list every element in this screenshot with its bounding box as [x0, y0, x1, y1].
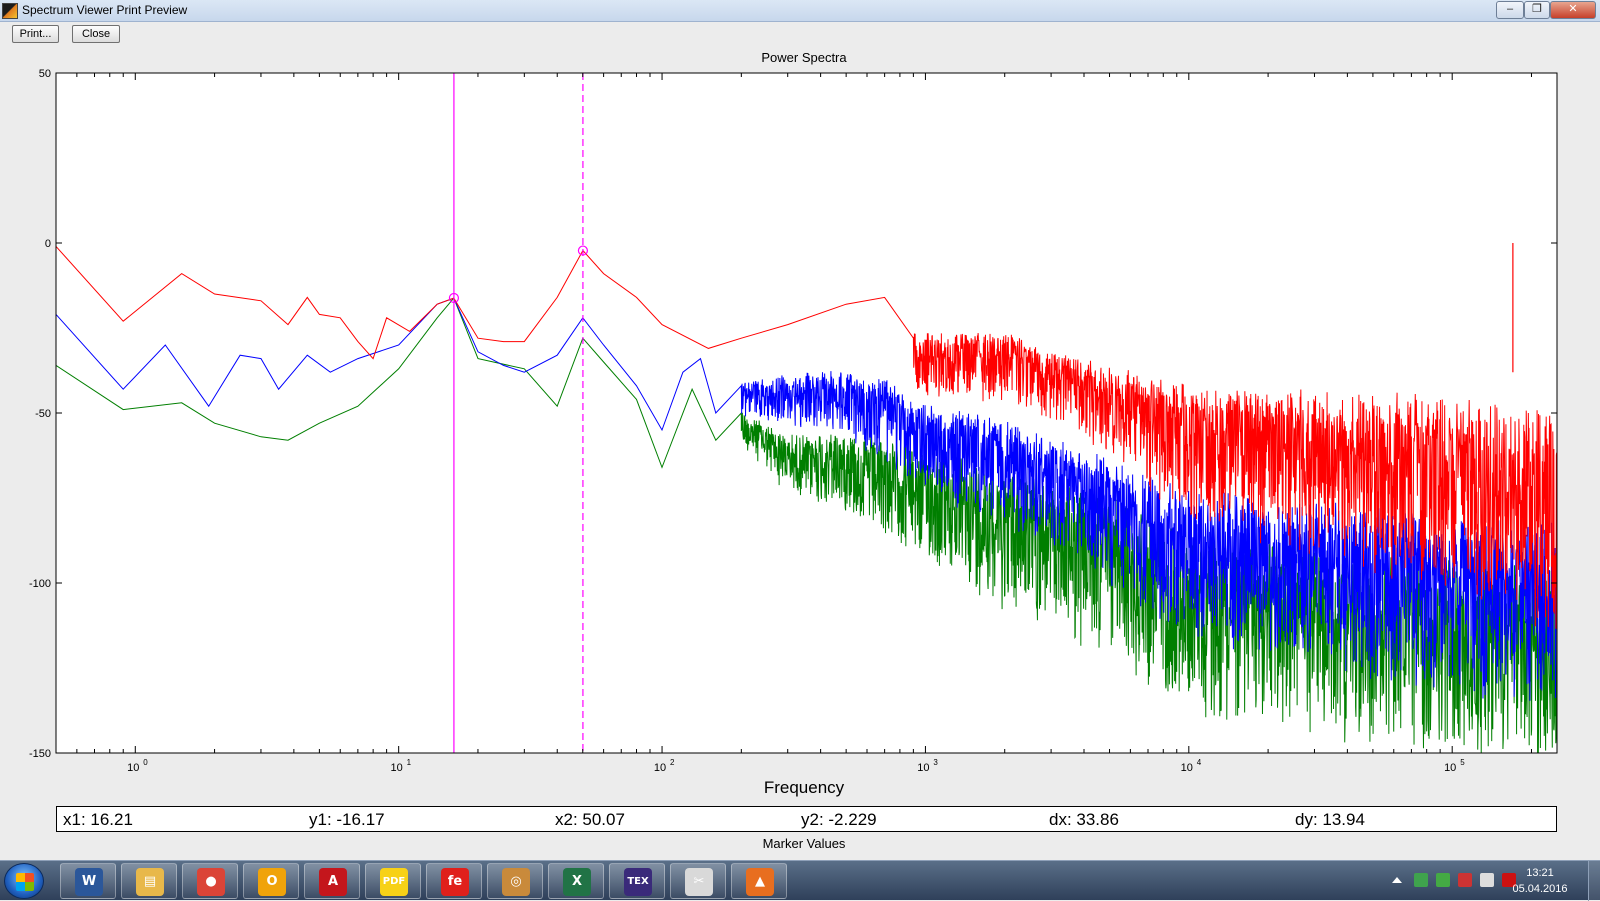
marker-point-1[interactable] — [448, 292, 460, 304]
x-tick-exponent: 4 — [1197, 758, 1202, 767]
tex-icon: TEX — [624, 868, 652, 896]
marker-values-panel: x1: 16.21 y1: -16.17 x2: 50.07 y2: -2.22… — [56, 806, 1557, 832]
clock-time: 13:21 — [1526, 867, 1554, 879]
close-window-button[interactable]: ✕ — [1550, 1, 1596, 19]
x-tick-label: 10 — [391, 762, 403, 774]
series-line-0 — [56, 246, 1557, 629]
x-tick-label: 10 — [127, 762, 139, 774]
x-tick-label: 10 — [917, 762, 929, 774]
window-title-bar[interactable]: Spectrum Viewer Print Preview – ❐ ✕ — [0, 0, 1600, 22]
marker-dy: dy: 13.94 — [1295, 810, 1365, 829]
marker-values-title: Marker Values — [762, 836, 846, 851]
start-button[interactable] — [4, 863, 44, 899]
acrobat-icon: A — [319, 868, 347, 896]
print-button[interactable]: Print... — [12, 25, 59, 43]
x-tick-exponent: 3 — [933, 758, 938, 767]
chrome-icon: ● — [197, 868, 225, 896]
sync-icon[interactable] — [1414, 873, 1428, 887]
marker-x2: x2: 50.07 — [555, 810, 625, 829]
taskbar-matlab-button[interactable]: ▲ — [731, 863, 787, 899]
snipping-tool-icon: ✂ — [685, 868, 713, 896]
x-tick-exponent: 2 — [670, 758, 675, 767]
x-tick-label: 10 — [1444, 762, 1456, 774]
y-tick-label: -100 — [29, 578, 51, 590]
x-axis-label: Frequency — [763, 778, 845, 797]
chart-title: Power Spectra — [761, 50, 847, 65]
taskbar-word-button[interactable]: W — [60, 863, 116, 899]
battery-icon[interactable] — [1480, 873, 1494, 887]
app-globe-icon: ◎ — [502, 868, 530, 896]
network-icon[interactable] — [1436, 873, 1450, 887]
window-title: Spectrum Viewer Print Preview — [22, 3, 188, 17]
system-clock[interactable]: 13:21 05.04.2016 — [1500, 865, 1580, 897]
restore-button[interactable]: ❐ — [1524, 1, 1550, 19]
pdf-creator-icon: PDF — [380, 868, 408, 896]
x-tick-exponent: 1 — [407, 758, 412, 767]
taskbar-app-globe-button[interactable]: ◎ — [487, 863, 543, 899]
excel-icon: X — [563, 868, 591, 896]
windows-taskbar: W ▤ ● O A PDF fe ◎ X TEX ✂ ▲ 13:21 05.04.2016 — [0, 860, 1600, 901]
explorer-icon: ▤ — [136, 868, 164, 896]
display-icon[interactable] — [1458, 873, 1472, 887]
y-tick-label: 50 — [39, 68, 51, 80]
minimize-button[interactable]: – — [1496, 1, 1524, 19]
y-tick-label: 0 — [45, 238, 51, 250]
power-spectra-chart[interactable]: 50 0 -50 -100 -150 10 0 10 1 10 2 10 3 10 4 10 5 — [0, 0, 1600, 860]
show-desktop-button[interactable] — [1588, 861, 1600, 901]
antivirus-icon[interactable] — [1502, 873, 1516, 887]
taskbar-chrome-button[interactable]: ● — [182, 863, 238, 899]
x-tick-label: 10 — [1181, 762, 1193, 774]
marker-y1: y1: -16.17 — [309, 810, 385, 829]
marker-x1: x1: 16.21 — [63, 810, 133, 829]
taskbar-tex-button[interactable]: TEX — [609, 863, 665, 899]
taskbar-pdf-creator-button[interactable]: PDF — [365, 863, 421, 899]
y-tick-label: -50 — [35, 408, 51, 420]
marker-point-2[interactable] — [577, 245, 589, 256]
taskbar-excel-button[interactable]: X — [548, 863, 604, 899]
matlab-app-icon — [2, 3, 18, 19]
marker-y2: y2: -2.229 — [801, 810, 877, 829]
taskbar-app-red-button[interactable]: fe — [426, 863, 482, 899]
tray-expand-icon[interactable] — [1392, 877, 1402, 883]
taskbar-snipping-tool-button[interactable]: ✂ — [670, 863, 726, 899]
matlab-icon: ▲ — [746, 868, 774, 896]
x-tick-exponent: 0 — [143, 758, 148, 767]
close-button[interactable]: Close — [72, 25, 120, 43]
clock-date: 05.04.2016 — [1512, 883, 1568, 895]
word-icon: W — [75, 868, 103, 896]
x-tick-exponent: 5 — [1460, 758, 1465, 767]
outlook-icon: O — [258, 868, 286, 896]
x-tick-label: 10 — [654, 762, 666, 774]
taskbar-outlook-button[interactable]: O — [243, 863, 299, 899]
app-red-icon: fe — [441, 868, 469, 896]
marker-dx: dx: 33.86 — [1049, 810, 1119, 829]
taskbar-explorer-button[interactable]: ▤ — [121, 863, 177, 899]
y-tick-label: -150 — [29, 748, 51, 760]
taskbar-acrobat-button[interactable]: A — [304, 863, 360, 899]
series-line-1 — [56, 297, 1557, 701]
